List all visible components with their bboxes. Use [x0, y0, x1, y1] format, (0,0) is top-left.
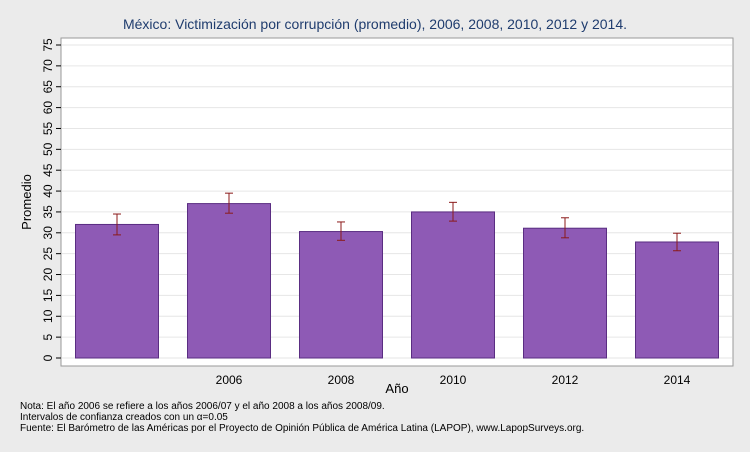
chart: México: Victimización por corrupción (pr…	[19, 16, 734, 396]
x-tick-label: 2014	[664, 373, 691, 387]
bar	[635, 241, 719, 359]
x-tick-label: 2010	[440, 373, 467, 387]
plot-area	[60, 37, 734, 367]
gridlines	[62, 44, 732, 359]
y-tick-label: 10	[41, 309, 55, 323]
x-tick-label: 2006	[216, 373, 243, 387]
chart-title: México: Victimización por corrupción (pr…	[123, 16, 627, 32]
y-axis-ticks: 0 5 10 15 20 25 30 35 40 45 50 55 60 65 70 75	[41, 38, 61, 361]
y-tick-label: 20	[41, 268, 55, 282]
bar	[411, 211, 495, 359]
bar	[75, 223, 159, 359]
x-tick-label: 2008	[328, 373, 355, 387]
y-axis-label: Promedio	[19, 174, 34, 230]
note-line: Nota: El año 2006 se refiere a los años …	[20, 401, 385, 412]
y-tick-label: 50	[41, 142, 55, 156]
source-line: Fuente: El Barómetro de las Américas por…	[20, 423, 585, 434]
y-tick-label: 15	[41, 288, 55, 302]
footnotes: Nota: El año 2006 se refiere a los años …	[20, 401, 584, 434]
x-axis-ticks: 2006 2008 2010 2012 2014	[216, 373, 691, 387]
y-tick-label: 40	[41, 184, 55, 198]
y-tick-label: 55	[41, 121, 55, 135]
y-tick-label: 25	[41, 247, 55, 261]
y-tick-label: 30	[41, 226, 55, 240]
bar	[299, 231, 383, 359]
y-tick-label: 70	[41, 59, 55, 73]
bar	[523, 227, 607, 359]
error-bars	[113, 192, 681, 252]
bars	[75, 203, 719, 359]
bar	[187, 203, 271, 359]
y-tick-label: 5	[41, 333, 55, 340]
y-tick-label: 45	[41, 163, 55, 177]
x-axis-label: Año	[385, 381, 408, 396]
y-tick-label: 0	[41, 354, 55, 361]
x-tick-label: 2012	[552, 373, 579, 387]
confidence-note: Intervalos de confianza creados con un α…	[20, 412, 228, 423]
y-tick-label: 35	[41, 205, 55, 219]
y-tick-label: 65	[41, 80, 55, 94]
y-tick-label: 75	[41, 38, 55, 52]
y-tick-label: 60	[41, 101, 55, 115]
